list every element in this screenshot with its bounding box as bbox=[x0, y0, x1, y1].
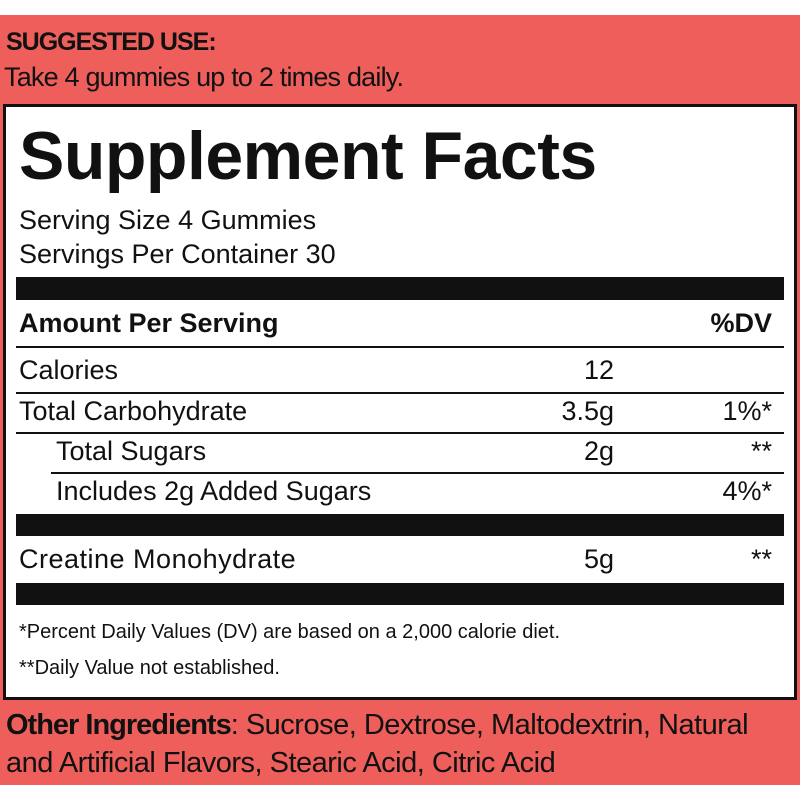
footnote-dv: *Percent Daily Values (DV) are based on … bbox=[19, 621, 561, 643]
nutrient-amount: 5g bbox=[583, 544, 614, 574]
divider bbox=[51, 472, 784, 474]
footnote-not-established: **Daily Value not established. bbox=[19, 657, 280, 679]
suggested-use-text: Take 4 gummies up to 2 times daily. bbox=[4, 62, 404, 92]
amount-per-serving-label: Amount Per Serving bbox=[19, 308, 279, 338]
supplement-facts-panel: Supplement Facts Serving Size 4 Gummies … bbox=[3, 104, 797, 700]
thick-divider bbox=[16, 583, 784, 605]
divider bbox=[16, 346, 784, 348]
other-ingredients-label: Other Ingredients bbox=[6, 709, 232, 741]
suggested-use-title: SUGGESTED USE: bbox=[6, 28, 217, 56]
divider bbox=[16, 432, 784, 434]
nutrient-amount: 12 bbox=[583, 355, 614, 385]
nutrient-name: Total Carbohydrate bbox=[19, 396, 248, 426]
nutrient-amount: 3.5g bbox=[561, 396, 614, 426]
nutrient-dv: ** bbox=[750, 436, 772, 466]
nutrient-dv: 1%* bbox=[722, 396, 772, 426]
nutrient-dv: ** bbox=[750, 544, 772, 574]
other-ingredients: Other Ingredients: Sucrose, Dextrose, Ma… bbox=[6, 706, 796, 782]
nutrient-name: Creatine Monohydrate bbox=[19, 544, 297, 574]
nutrient-name: Calories bbox=[19, 355, 119, 385]
servings-per-container: Servings Per Container 30 bbox=[19, 239, 336, 269]
nutrient-name: Total Sugars bbox=[56, 436, 207, 466]
serving-size: Serving Size 4 Gummies bbox=[19, 205, 317, 235]
divider bbox=[16, 392, 784, 394]
other-ingredients-list: : Sucrose, Dextrose, Maltodextrin, Natur… bbox=[6, 709, 749, 779]
thick-divider bbox=[16, 277, 784, 300]
nutrient-name: Includes 2g Added Sugars bbox=[56, 476, 372, 506]
thick-divider bbox=[16, 514, 784, 536]
dv-header: %DV bbox=[710, 308, 772, 338]
facts-title: Supplement Facts bbox=[19, 118, 597, 194]
nutrient-amount: 2g bbox=[583, 436, 614, 466]
nutrient-dv: 4%* bbox=[722, 476, 772, 506]
